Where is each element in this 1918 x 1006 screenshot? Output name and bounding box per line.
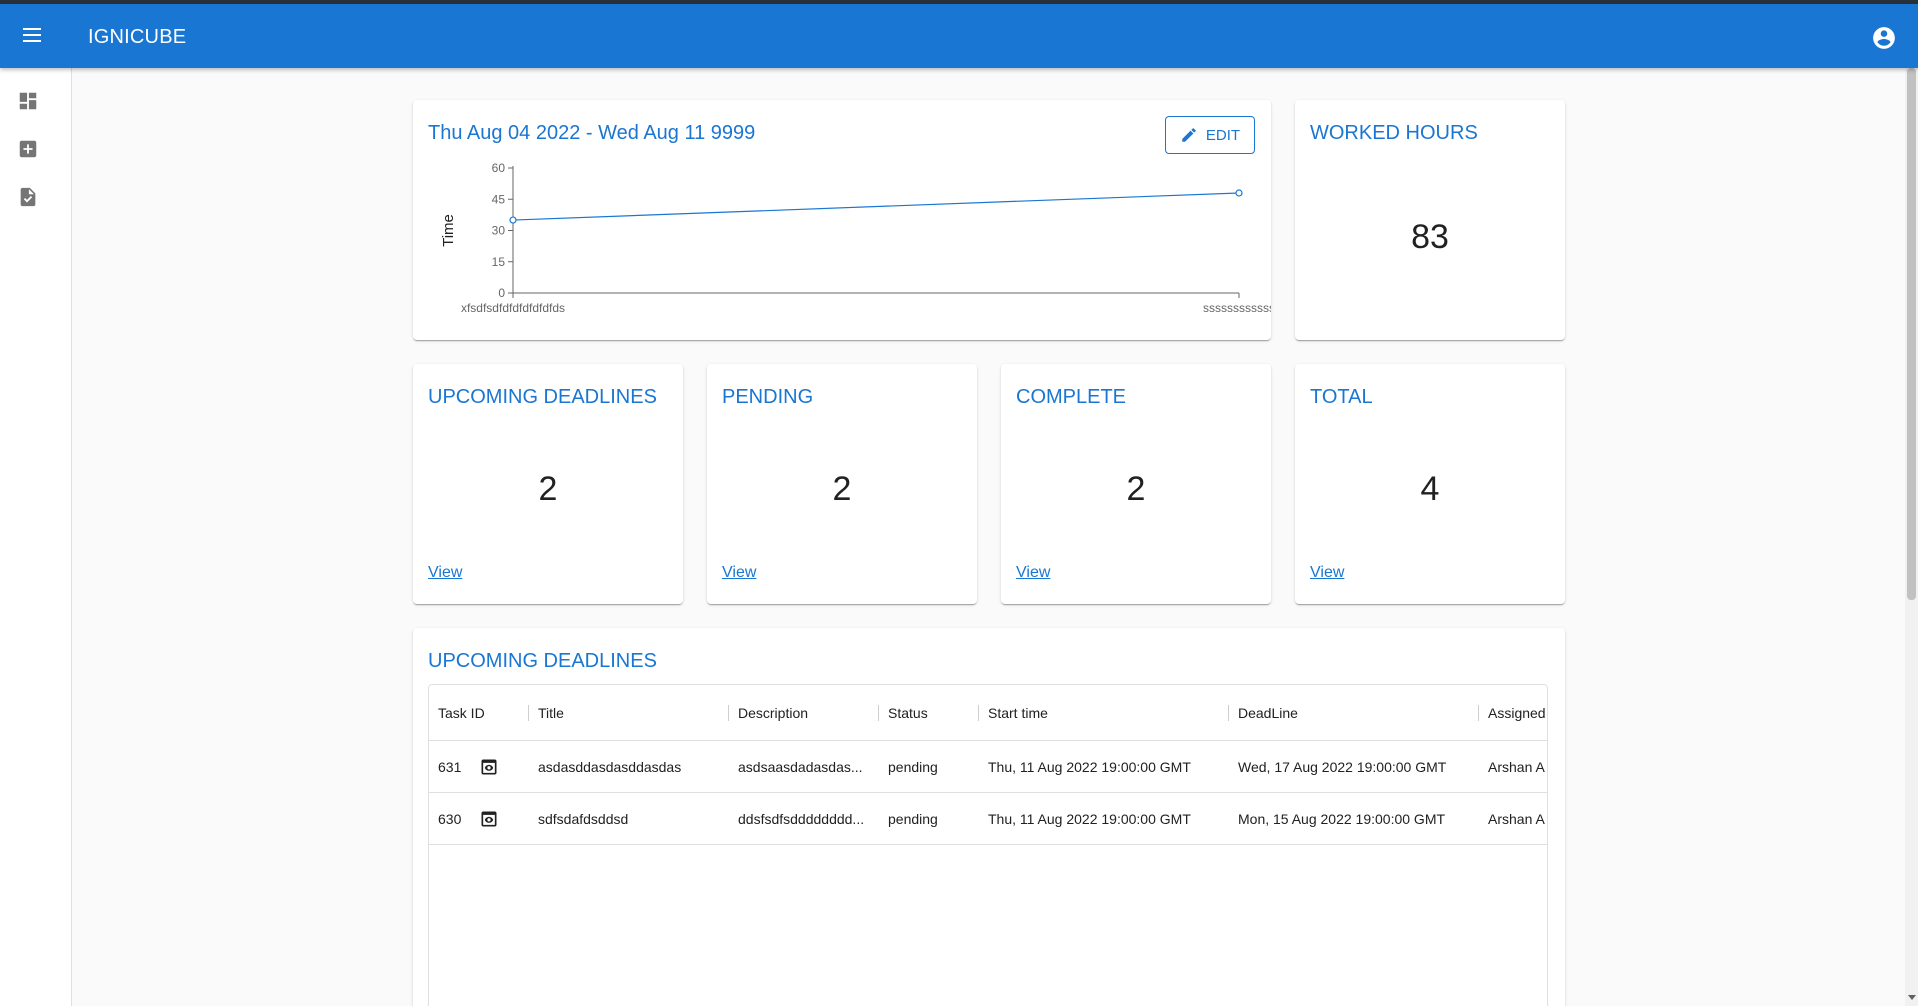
upcoming-deadlines-card: UPCOMING DEADLINES 2 View [413,364,683,604]
pencil-icon [1182,128,1196,142]
complete-card: COMPLETE 2 View [1001,364,1271,604]
column-header-task-id[interactable]: Task ID [438,704,485,721]
column-header-title[interactable]: Title [538,704,564,721]
table-row[interactable]: 631 asdasddasdasddasdas asdsaasdadasdas.… [429,741,1547,793]
date-range-title: Thu Aug 04 2022 - Wed Aug 11 9999 [428,122,756,144]
view-complete-link[interactable]: View [1016,564,1051,581]
y-tick-label: 30 [492,224,506,238]
task-icon[interactable] [17,186,39,208]
scroll-down-arrow-icon[interactable] [1908,995,1916,1000]
stat-title: PENDING [722,386,814,408]
cell-description: ddsfsdfsdddddddd... [738,810,865,827]
stat-value: 2 [1126,470,1146,508]
eye-icon[interactable] [479,793,499,844]
column-header-description[interactable]: Description [738,704,809,721]
column-separator[interactable] [528,705,529,721]
page-scrollbar[interactable] [1905,68,1918,1006]
cell-start-time: Thu, 11 Aug 2022 19:00:00 GMT [988,810,1191,827]
y-tick-label: 0 [498,286,505,300]
pending-card: PENDING 2 View [707,364,977,604]
stat-title: COMPLETE [1016,386,1127,408]
column-separator[interactable] [1478,705,1479,721]
view-total-link[interactable]: View [1310,564,1345,581]
edit-button[interactable]: EDIT [1165,116,1255,154]
data-point [509,216,517,224]
column-separator[interactable] [878,705,879,721]
data-point [1235,189,1243,197]
stat-value: 2 [832,470,852,508]
worked-hours-value: 83 [1411,218,1449,256]
scrollbar-thumb[interactable] [1907,68,1916,600]
x-tick-label: xfsdfsdfdfdfdfdfdfds [461,301,565,315]
eye-icon[interactable] [479,741,499,792]
worked-hours-title: WORKED HOURS [1310,122,1478,144]
date-range-chart-card: Thu Aug 04 2022 - Wed Aug 11 9999 EDIT 0… [413,100,1271,340]
worked-hours-card: WORKED HOURS 83 [1295,100,1565,340]
series-line [512,192,1240,221]
view-pending-link[interactable]: View [722,564,757,581]
y-axis-title: Time [440,214,457,247]
cell-status: pending [888,758,938,775]
stat-value: 2 [538,470,558,508]
deadlines-data-grid: Task ID Title Description Status Start t… [428,684,1548,1006]
app-bar: IGNICUBE [0,4,1918,68]
sidebar [0,68,72,1006]
cell-deadline: Mon, 15 Aug 2022 19:00:00 GMT [1238,810,1446,827]
cell-assigned: Arshan A [1488,810,1545,827]
dashboard-icon[interactable] [17,90,39,112]
app-title: IGNICUBE [88,26,187,48]
y-tick-label: 60 [492,161,506,175]
stat-value: 4 [1420,470,1440,508]
window-top-border [0,0,1918,4]
column-header-start-time[interactable]: Start time [988,704,1048,721]
x-tick-label: ssssssssssss [1203,301,1271,315]
table-row[interactable]: 630 sdfsdafdsddsd ddsfsdfsdddddddd... pe… [429,793,1547,845]
cell-task-id: 630 [438,810,462,827]
column-header-status[interactable]: Status [888,704,928,721]
column-separator[interactable] [1228,705,1229,721]
time-line-chart: 0 15 30 45 60 xfsdfsdfdfdfdfdfdfds sssssssssss… [440,161,1271,315]
account-circle-icon[interactable] [1871,25,1897,51]
cell-task-id: 631 [438,758,462,775]
cell-description: asdsaasdadasdas... [738,758,863,775]
cell-assigned: Arshan A [1488,758,1545,775]
cell-title: sdfsdafdsddsd [538,810,629,827]
cell-deadline: Wed, 17 Aug 2022 19:00:00 GMT [1238,758,1447,775]
stat-title: TOTAL [1310,386,1373,408]
y-tick-label: 45 [492,192,506,206]
menu-icon[interactable] [20,24,44,48]
view-upcoming-link[interactable]: View [428,564,463,581]
y-tick-label: 15 [492,255,506,269]
column-header-deadline[interactable]: DeadLine [1238,704,1298,721]
table-header: Task ID Title Description Status Start t… [429,685,1547,741]
stat-title: UPCOMING DEADLINES [428,386,657,408]
cell-title: asdasddasdasddasdas [538,758,682,775]
deadlines-table-title: UPCOMING DEADLINES [428,650,657,672]
add-box-icon[interactable] [17,138,39,160]
edit-button-label: EDIT [1205,126,1241,144]
cell-start-time: Thu, 11 Aug 2022 19:00:00 GMT [988,758,1191,775]
column-separator[interactable] [978,705,979,721]
total-card: TOTAL 4 View [1295,364,1565,604]
upcoming-deadlines-table-card: UPCOMING DEADLINES Task ID Title Descrip… [413,628,1565,1006]
column-separator[interactable] [728,705,729,721]
column-header-assigned[interactable]: Assigned [1488,704,1546,721]
cell-status: pending [888,810,938,827]
